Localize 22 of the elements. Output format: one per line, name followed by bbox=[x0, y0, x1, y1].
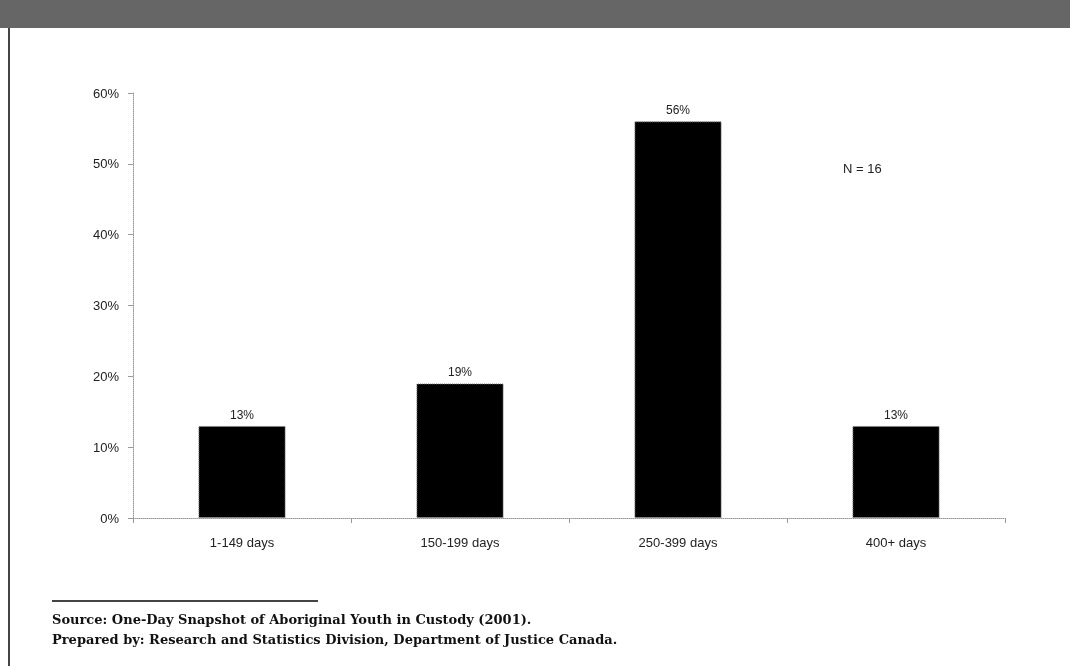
x-tick-label: 1-149 days bbox=[209, 535, 275, 550]
y-tick-label: 40% bbox=[92, 227, 120, 243]
annotation: N = 16 bbox=[843, 161, 882, 176]
y-tick-label: 30% bbox=[92, 298, 120, 313]
x-tick-label: 150-199 days bbox=[420, 535, 500, 550]
text: Prepared by: Research and Statistics Division, Department of Justice Canada. bbox=[52, 631, 618, 649]
bar bbox=[416, 383, 504, 518]
source-note: Source: One-Day Snapshot of Aboriginal Youth in Custody (2001). bbox=[52, 611, 533, 629]
y-tick-label: 10% bbox=[92, 439, 120, 455]
x-tick-label: 400+ days bbox=[865, 535, 927, 550]
bar bbox=[198, 425, 286, 518]
data-label: 13% bbox=[883, 407, 909, 422]
bar bbox=[852, 425, 940, 518]
data-label: 19% bbox=[447, 365, 473, 380]
y-tick-label: 60% bbox=[92, 85, 120, 101]
data-label: 13% bbox=[229, 407, 255, 422]
x-tick-label: 250-399 days bbox=[638, 535, 718, 550]
data-label: 56% bbox=[665, 103, 691, 118]
y-tick-label: 20% bbox=[92, 368, 120, 384]
y-tick-label: 50% bbox=[92, 156, 120, 172]
bar bbox=[634, 121, 722, 518]
y-tick-label: 0% bbox=[100, 510, 120, 526]
